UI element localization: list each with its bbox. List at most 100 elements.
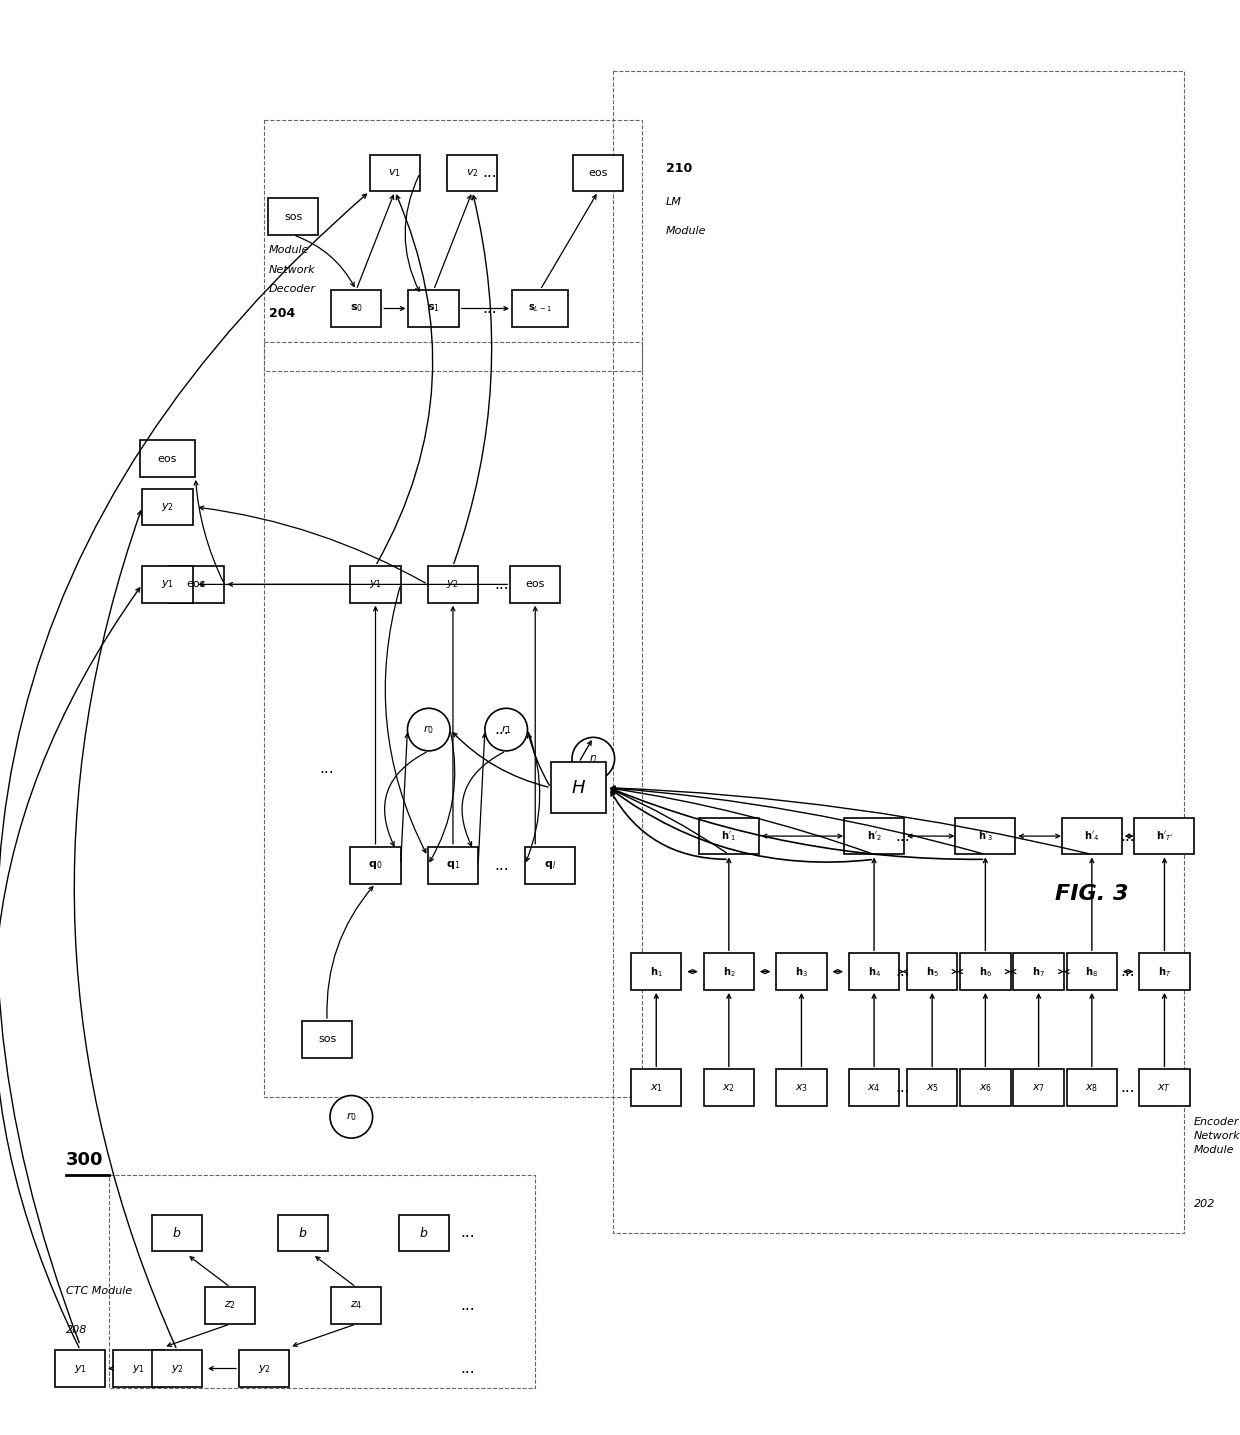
FancyBboxPatch shape [239,1350,289,1386]
Text: $\mathbf{s}_0$: $\mathbf{s}_0$ [350,303,362,314]
Circle shape [572,738,615,781]
Text: $x_6$: $x_6$ [978,1082,992,1093]
Text: ...: ... [895,828,910,844]
Circle shape [330,1095,372,1138]
Text: ...: ... [895,1081,910,1095]
Text: Module: Module [269,245,310,255]
FancyBboxPatch shape [331,290,382,327]
Text: $y_2$: $y_2$ [258,1362,270,1375]
FancyBboxPatch shape [960,1069,1011,1106]
FancyBboxPatch shape [169,565,224,603]
Text: ...: ... [494,722,508,738]
FancyBboxPatch shape [573,155,624,191]
Text: ...: ... [460,1299,475,1313]
Text: ...: ... [895,964,910,979]
FancyBboxPatch shape [1066,953,1117,990]
Text: $\mathbf{h}_T$: $\mathbf{h}_T$ [1158,964,1172,979]
Text: $r_l$: $r_l$ [589,752,598,765]
FancyBboxPatch shape [510,565,560,603]
Text: LM: LM [666,197,682,207]
Text: 204: 204 [269,307,295,320]
FancyBboxPatch shape [525,847,575,884]
Text: ...: ... [460,1360,475,1376]
Text: $x_T$: $x_T$ [1157,1082,1172,1093]
FancyBboxPatch shape [351,565,401,603]
Text: $\mathbf{h}_4$: $\mathbf{h}_4$ [868,964,880,979]
Text: ...: ... [482,301,497,316]
FancyBboxPatch shape [113,1350,164,1386]
FancyBboxPatch shape [1013,953,1064,990]
Text: $b$: $b$ [299,1225,308,1240]
Text: $\mathbf{h'}_3$: $\mathbf{h'}_3$ [978,829,993,842]
FancyBboxPatch shape [370,155,420,191]
Circle shape [485,709,527,751]
Text: $H$: $H$ [572,779,587,796]
FancyBboxPatch shape [849,1069,899,1106]
Text: $\mathbf{h'}_4$: $\mathbf{h'}_4$ [1084,829,1100,842]
FancyBboxPatch shape [1135,818,1194,854]
FancyBboxPatch shape [703,953,754,990]
Text: $x_2$: $x_2$ [723,1082,735,1093]
FancyBboxPatch shape [631,1069,682,1106]
Text: $y_1$: $y_1$ [131,1362,145,1375]
Text: $\mathbf{h}_2$: $\mathbf{h}_2$ [723,964,735,979]
FancyBboxPatch shape [960,953,1011,990]
Text: $z_4$: $z_4$ [350,1300,362,1312]
Text: $r_1$: $r_1$ [501,723,512,736]
Text: eos: eos [187,580,206,590]
Text: $y_2$: $y_2$ [171,1362,184,1375]
FancyBboxPatch shape [906,953,957,990]
Text: ...: ... [1121,1081,1135,1095]
FancyBboxPatch shape [1013,1069,1064,1106]
FancyBboxPatch shape [55,1350,105,1386]
FancyBboxPatch shape [428,847,479,884]
Text: ...: ... [1121,828,1135,844]
Circle shape [408,709,450,751]
Text: $x_7$: $x_7$ [1032,1082,1045,1093]
FancyBboxPatch shape [205,1287,255,1325]
FancyBboxPatch shape [1066,1069,1117,1106]
Text: eos: eos [157,453,177,464]
Text: sos: sos [317,1035,336,1045]
Text: $\mathbf{h}_1$: $\mathbf{h}_1$ [650,964,662,979]
Text: $\mathbf{h'}_2$: $\mathbf{h'}_2$ [867,829,882,842]
Text: $x_5$: $x_5$ [925,1082,939,1093]
FancyBboxPatch shape [428,565,479,603]
FancyBboxPatch shape [1061,818,1122,854]
FancyBboxPatch shape [143,488,192,525]
Text: $r_0$: $r_0$ [423,723,434,736]
FancyBboxPatch shape [408,290,459,327]
Text: eos: eos [589,168,608,178]
Text: $y_2$: $y_2$ [446,578,460,590]
FancyBboxPatch shape [699,818,759,854]
FancyBboxPatch shape [512,290,568,327]
Text: $b$: $b$ [419,1225,429,1240]
Text: $z_2$: $z_2$ [224,1300,237,1312]
Text: $v_1$: $v_1$ [388,166,402,179]
Text: $y_1$: $y_1$ [370,578,382,590]
Text: 208: 208 [66,1325,87,1335]
Text: $\mathbf{q}_1$: $\mathbf{q}_1$ [446,860,460,871]
FancyBboxPatch shape [143,565,192,603]
FancyBboxPatch shape [448,155,497,191]
Text: 300: 300 [66,1151,103,1170]
Text: $\mathbf{q}_0$: $\mathbf{q}_0$ [368,860,383,871]
Text: $\mathbf{h'}_1$: $\mathbf{h'}_1$ [722,829,737,842]
FancyBboxPatch shape [331,1287,382,1325]
Text: Encoder
Network
Module: Encoder Network Module [1194,1118,1240,1155]
FancyBboxPatch shape [955,818,1016,854]
Text: ...: ... [460,1225,475,1240]
Text: Module: Module [666,227,707,237]
Text: FIG. 3: FIG. 3 [1055,884,1128,904]
FancyBboxPatch shape [1140,1069,1189,1106]
Text: ...: ... [1121,964,1135,979]
FancyBboxPatch shape [268,198,319,235]
FancyBboxPatch shape [631,953,682,990]
Text: $\mathbf{h}_8$: $\mathbf{h}_8$ [1085,964,1099,979]
Text: ...: ... [482,165,497,181]
Text: $\mathbf{h}_6$: $\mathbf{h}_6$ [978,964,992,979]
Text: Decoder: Decoder [269,284,316,294]
Text: $y_1$: $y_1$ [161,578,174,590]
FancyBboxPatch shape [151,1350,202,1386]
Text: 202: 202 [1194,1198,1215,1208]
